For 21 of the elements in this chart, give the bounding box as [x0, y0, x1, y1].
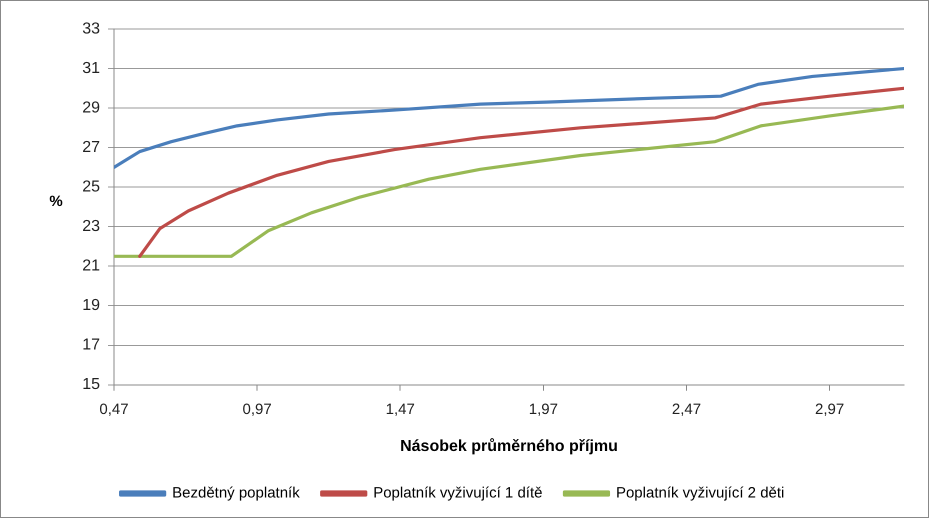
x-tick-label: 1,47 [386, 400, 415, 418]
x-tick-label: 2,47 [672, 400, 702, 418]
legend-label: Poplatník vyživující 1 dítě [373, 484, 542, 502]
y-tick-label: 15 [82, 376, 100, 394]
y-tick-label: 29 [82, 99, 100, 116]
y-tick-label: 21 [82, 258, 100, 275]
x-tick-label: 2,97 [814, 400, 844, 418]
y-tick-label: 33 [82, 20, 100, 38]
legend-label: Poplatník vyživující 2 děti [616, 484, 784, 502]
x-tick-label: 0,47 [99, 400, 129, 418]
x-tick-label: 1,97 [528, 400, 558, 418]
x-tick-label: 0,97 [242, 400, 272, 418]
y-tick-label: 25 [82, 178, 100, 196]
x-axis-title: Násobek průměrného příjmu [400, 438, 618, 455]
y-axis-title: % [49, 193, 63, 210]
y-tick-label: 27 [82, 139, 100, 156]
legend-label: Bezdětný poplatník [172, 484, 300, 502]
y-tick-label: 31 [82, 60, 100, 77]
y-tick-label: 23 [82, 218, 100, 236]
y-tick-label: 17 [82, 336, 100, 354]
y-tick-label: 19 [82, 297, 100, 314]
